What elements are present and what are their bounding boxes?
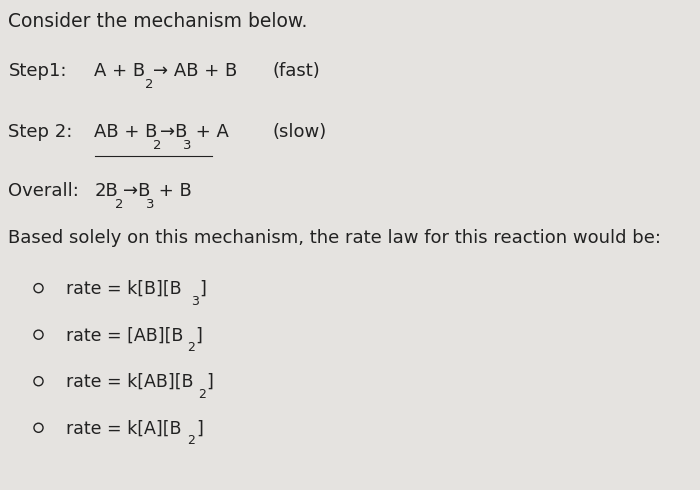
Text: 3: 3 <box>146 198 155 211</box>
Text: + B: + B <box>153 182 191 200</box>
Text: ]: ] <box>195 326 202 344</box>
Text: 3: 3 <box>191 295 199 308</box>
Text: + A: + A <box>190 123 229 141</box>
Text: 2: 2 <box>153 140 161 152</box>
Text: ]: ] <box>206 373 214 391</box>
Text: ]: ] <box>196 419 203 438</box>
Text: Step1:: Step1: <box>8 62 67 80</box>
Text: 2: 2 <box>116 198 124 211</box>
Text: →B: →B <box>123 182 150 200</box>
Text: Overall:: Overall: <box>8 182 79 200</box>
Text: 2: 2 <box>187 342 195 354</box>
Text: Step 2:: Step 2: <box>8 123 73 141</box>
Text: Based solely on this mechanism, the rate law for this reaction would be:: Based solely on this mechanism, the rate… <box>8 228 661 246</box>
Text: ]: ] <box>199 280 206 298</box>
Text: A + B: A + B <box>94 62 146 80</box>
Text: (slow): (slow) <box>273 123 328 141</box>
Text: (fast): (fast) <box>273 62 321 80</box>
Text: rate = k[AB][B: rate = k[AB][B <box>66 373 194 391</box>
Text: AB + B: AB + B <box>94 123 158 141</box>
Text: rate = [AB][B: rate = [AB][B <box>66 326 184 344</box>
Text: rate = k[A][B: rate = k[A][B <box>66 419 182 438</box>
Text: 2: 2 <box>188 435 195 447</box>
Text: Consider the mechanism below.: Consider the mechanism below. <box>8 12 308 31</box>
Text: 2B: 2B <box>94 182 118 200</box>
Text: →B: →B <box>160 123 188 141</box>
Text: rate = k[B][B: rate = k[B][B <box>66 280 182 298</box>
Text: 3: 3 <box>183 140 192 152</box>
Text: 2: 2 <box>145 78 153 91</box>
Text: 2: 2 <box>198 388 206 401</box>
Text: → AB + B: → AB + B <box>153 62 237 80</box>
